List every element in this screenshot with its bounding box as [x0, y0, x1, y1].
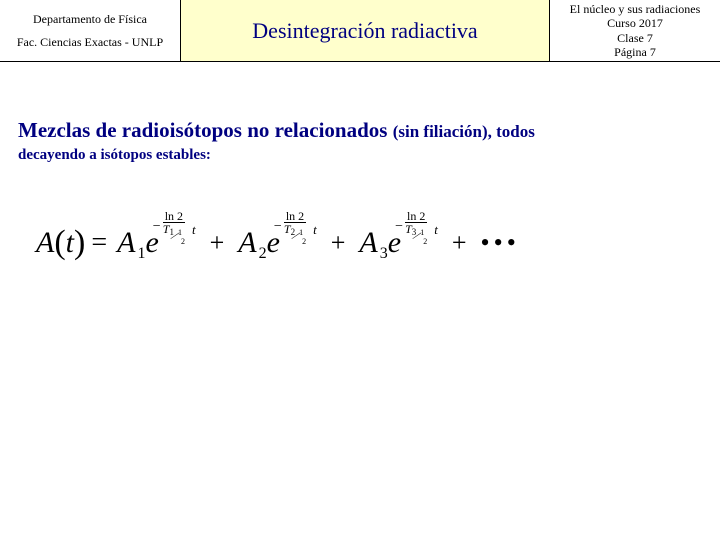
rparen: ): [74, 224, 85, 262]
course-line-4: Página 7: [614, 45, 656, 59]
exp-1: − ln 2 T 1 1 ∕ 2 t: [161, 210, 196, 244]
tvar-2: t: [313, 222, 317, 237]
frac-3: ln 2 T 3 1 ∕ 2: [403, 210, 429, 244]
T-2: T: [284, 223, 291, 235]
tvar-1: t: [192, 222, 196, 237]
formula: A ( t ) = A 1 e − ln 2 T 1 1: [36, 224, 702, 262]
sym-A2: A: [238, 226, 256, 260]
sym-A: A: [36, 226, 54, 260]
sub-3: 3: [380, 245, 388, 263]
den-2: T 2 1 ∕ 2: [282, 223, 308, 244]
sym-t: t: [66, 226, 74, 260]
sub-1: 1: [137, 245, 145, 263]
exp-3: − ln 2 T 3 1 ∕ 2 t: [403, 210, 438, 244]
minus-3: −: [395, 220, 403, 234]
T-3: T: [405, 223, 412, 235]
term-2: A 2 e − ln 2 T 2 1 ∕ 2: [238, 226, 316, 260]
half-bot-2: 2: [302, 238, 306, 246]
frac-1: ln 2 T 1 1 ∕ 2: [161, 210, 187, 244]
formula-lhs: A ( t ): [36, 224, 85, 262]
sym-A1: A: [117, 226, 135, 260]
exp-2: − ln 2 T 2 1 ∕ 2 t: [282, 210, 317, 244]
frac-2: ln 2 T 2 1 ∕ 2: [282, 210, 308, 244]
heading-main: Mezclas de radioisótopos no relacionados: [18, 118, 393, 142]
header-title: Desintegración radiactiva: [180, 0, 550, 61]
header-right: El núcleo y sus radiaciones Curso 2017 C…: [550, 0, 720, 61]
term-3: A 3 e − ln 2 T 3 1 ∕ 2: [359, 226, 437, 260]
slide-content: Mezclas de radioisótopos no relacionados…: [0, 62, 720, 262]
sub-2: 2: [259, 245, 267, 263]
equals: =: [91, 227, 107, 259]
half-1: 1 ∕ 2: [175, 229, 185, 246]
coef-3: A 3: [359, 226, 387, 260]
minus-2: −: [274, 220, 282, 234]
plus-2: +: [331, 228, 346, 258]
term-1: A 1 e − ln 2 T 1 1 ∕ 2: [117, 226, 195, 260]
tvar-3: t: [434, 222, 438, 237]
half-2: 1 ∕ 2: [296, 229, 306, 246]
fac-line: Fac. Ciencias Exactas - UNLP: [17, 35, 163, 50]
header-left: Departamento de Física Fac. Ciencias Exa…: [0, 0, 180, 61]
dept-line: Departamento de Física: [33, 12, 147, 27]
content-heading: Mezclas de radioisótopos no relacionados…: [18, 118, 702, 143]
content-subline: decayendo a isótopos estables:: [18, 147, 702, 164]
T-1: T: [163, 223, 170, 235]
den-3: T 3 1 ∕ 2: [403, 223, 429, 244]
slide-header: Departamento de Física Fac. Ciencias Exa…: [0, 0, 720, 62]
ellipsis: •••: [481, 228, 520, 258]
course-line-2: Curso 2017: [607, 16, 663, 30]
coef-1: A 1: [117, 226, 145, 260]
course-line-1: El núcleo y sus radiaciones: [570, 2, 701, 16]
sym-A3: A: [359, 226, 377, 260]
plus-1: +: [210, 228, 225, 258]
half-bot-3: 2: [423, 238, 427, 246]
half-bot-1: 2: [181, 238, 185, 246]
coef-2: A 2: [238, 226, 266, 260]
heading-paren: (sin filiación), todos: [393, 122, 535, 141]
plus-3: +: [452, 228, 467, 258]
half-3: 1 ∕ 2: [417, 229, 427, 246]
minus-1: −: [153, 220, 161, 234]
lparen: (: [54, 224, 65, 262]
den-1: T 1 1 ∕ 2: [161, 223, 187, 244]
course-line-3: Clase 7: [617, 31, 653, 45]
